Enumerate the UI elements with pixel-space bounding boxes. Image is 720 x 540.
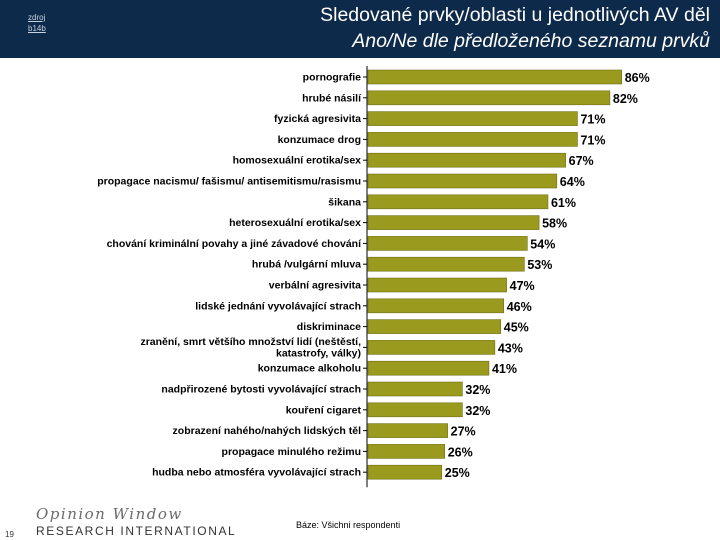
category-label: konzumace alkoholu: [258, 363, 361, 375]
header-band: [0, 0, 720, 58]
category-label: homosexuální erotika/sex: [233, 155, 362, 167]
bar: [367, 69, 622, 85]
category-label: pornografie: [303, 72, 361, 84]
bar: [367, 402, 463, 418]
data-label: 67%: [569, 154, 594, 168]
logo-opinion-window: Opinion Window: [36, 505, 183, 523]
data-label: 41%: [492, 362, 517, 376]
category-label: hrubá /vulgární mluva: [252, 259, 361, 271]
title-line1: Sledované prvky/oblasti u jednotlivých A…: [320, 4, 710, 26]
bar: [367, 194, 549, 210]
category-label: kouření cigaret: [286, 404, 362, 416]
data-label: 53%: [527, 258, 552, 272]
category-label: konzumace drog: [278, 134, 361, 146]
category-label: chování kriminální povahy a jiné závadov…: [107, 238, 363, 250]
data-label: 61%: [551, 196, 576, 210]
data-label: 64%: [560, 175, 585, 189]
source-note-line1[interactable]: zdroj: [28, 13, 46, 22]
logo-research-international: RESEARCH INTERNATIONAL: [36, 524, 237, 538]
category-label: zranění, smrt většího množství lidí (neš…: [140, 336, 361, 348]
category-label: hrubé násilí: [302, 92, 362, 104]
bar: [367, 360, 490, 376]
data-label: 32%: [465, 383, 490, 397]
bar: [367, 132, 578, 147]
bar: [367, 277, 507, 293]
page-number: 19: [5, 530, 14, 539]
data-label: 54%: [530, 237, 555, 251]
bar: [367, 111, 578, 126]
category-label: verbální agresivita: [269, 280, 361, 292]
bar: [367, 90, 611, 106]
data-label: 82%: [613, 92, 638, 106]
bar: [367, 256, 525, 272]
data-label: 27%: [451, 425, 476, 439]
category-label: zobrazení nahého/nahých lidských těl: [173, 425, 362, 437]
bar: [367, 215, 540, 230]
data-label: 47%: [510, 279, 535, 293]
data-label: 71%: [580, 113, 605, 127]
bar: [367, 381, 463, 397]
source-note[interactable]: zdroj b14b: [28, 12, 46, 34]
category-label: propagace nacismu/ fašismu/ antisemitism…: [97, 176, 361, 188]
base-note: Báze: Všichni respondenti: [296, 520, 401, 530]
category-label: katastrofy, války): [276, 348, 361, 360]
bar: [367, 340, 496, 355]
bar-chart: 86% pornografie 82% hrubé násilí 71% fyzická …: [97, 66, 650, 488]
category-label: hudba nebo atmosféra vyvolávající strach: [152, 467, 361, 479]
page-title: Sledované prvky/oblasti u jednotlivých A…: [150, 2, 710, 54]
data-label: 25%: [445, 466, 470, 480]
bar: [367, 444, 445, 459]
source-note-line2[interactable]: b14b: [28, 24, 46, 33]
bar: [367, 464, 443, 480]
bar: [367, 298, 504, 314]
bar: [367, 423, 448, 438]
category-label: diskriminace: [297, 321, 361, 333]
category-label: šikana: [328, 196, 361, 208]
data-label: 45%: [504, 321, 529, 335]
bar: [367, 152, 566, 168]
category-label: fyzická agresivita: [274, 113, 361, 125]
bar: [367, 236, 528, 251]
category-label: nadpřirozené bytosti vyvolávající strach: [161, 384, 361, 396]
category-label: propagace minulého režimu: [222, 446, 361, 458]
data-label: 86%: [625, 71, 650, 85]
data-label: 71%: [580, 133, 605, 147]
bar: [367, 173, 558, 189]
data-label: 43%: [498, 341, 523, 355]
category-label: heterosexuální erotika/sex: [229, 217, 361, 229]
data-label: 26%: [448, 445, 473, 459]
category-label: lidské jednání vyvolávající strach: [195, 300, 361, 312]
bar: [367, 319, 502, 334]
data-label: 46%: [507, 300, 532, 314]
data-label: 32%: [465, 404, 490, 418]
title-line2: Ano/Ne dle předloženého seznamu prvků: [352, 30, 710, 52]
data-label: 58%: [542, 217, 567, 231]
